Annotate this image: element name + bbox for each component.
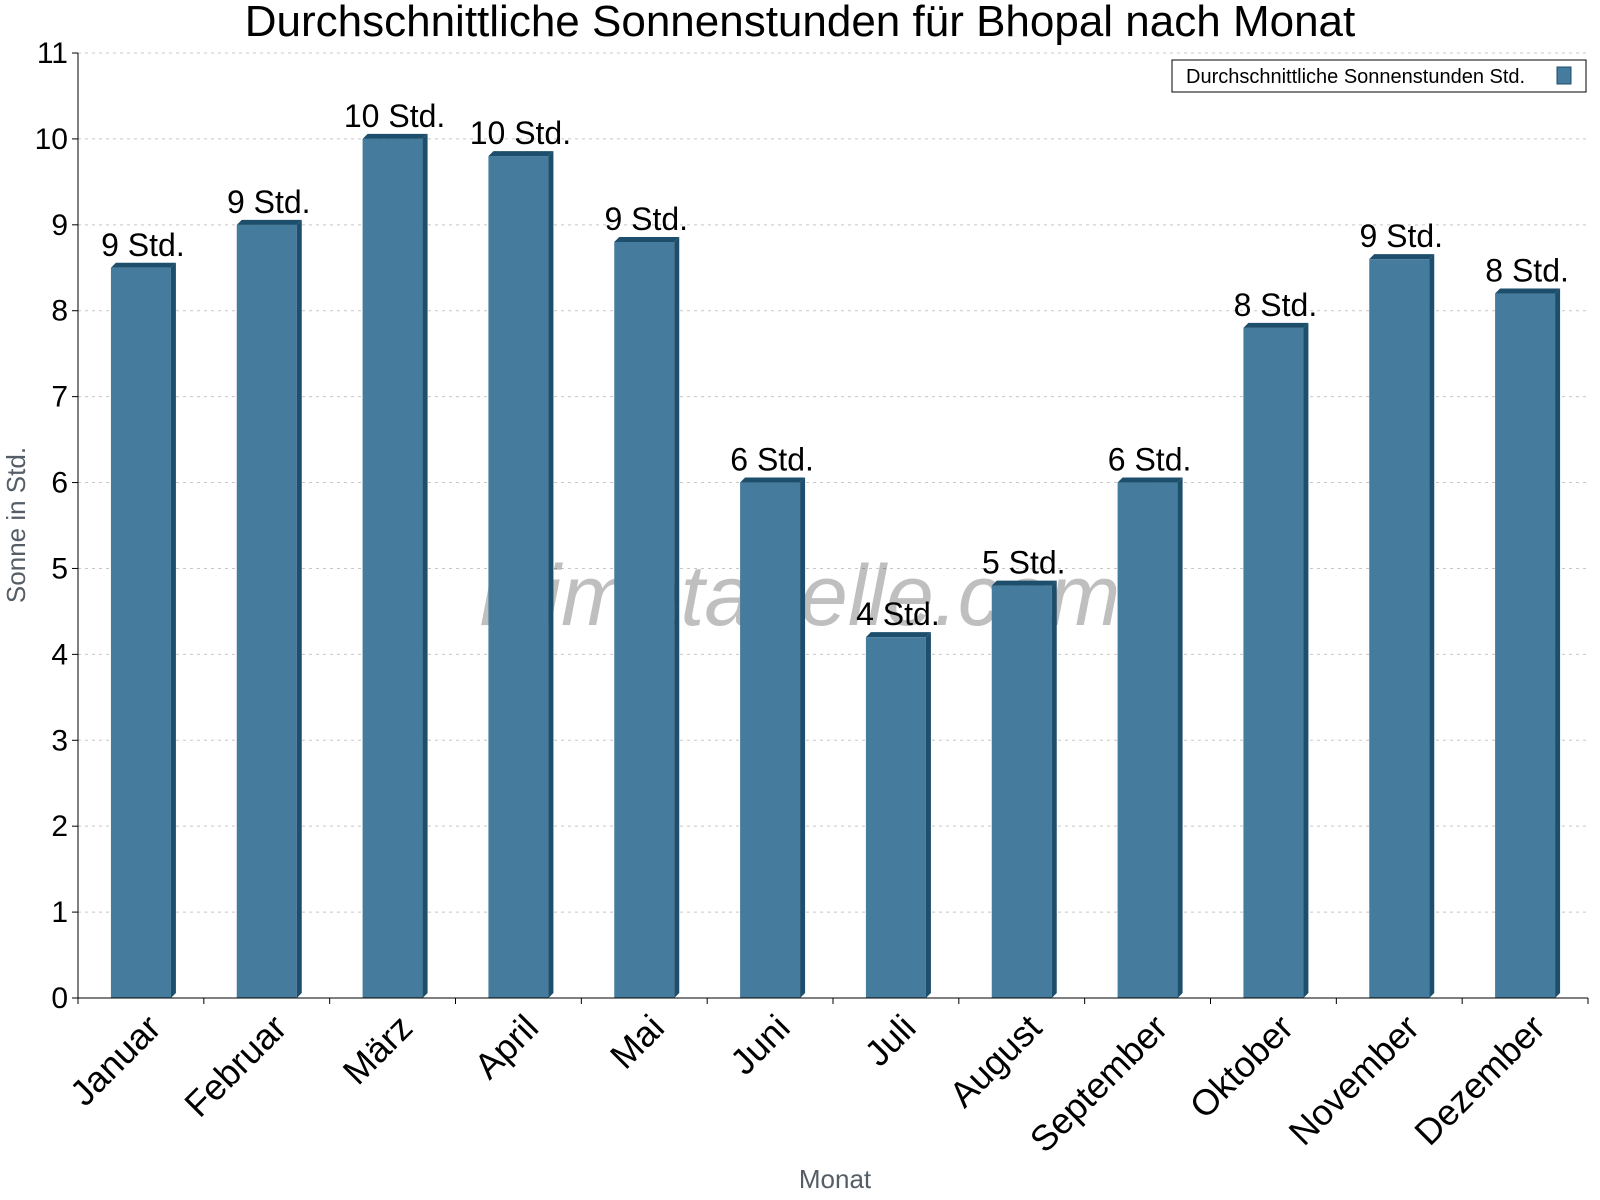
legend-swatch (1556, 66, 1572, 85)
bar-value-label: 6 Std. (1108, 442, 1192, 478)
y-axis-label: Sonne in Std. (1, 447, 31, 603)
axes (72, 52, 1589, 1004)
bar-face (1117, 482, 1178, 999)
y-tick-label: 2 (51, 810, 68, 843)
y-tick-label: 10 (35, 123, 68, 156)
bar (1495, 288, 1561, 999)
bar-value-label: 5 Std. (982, 545, 1066, 581)
bar (488, 151, 554, 998)
bar-face (488, 156, 549, 998)
bar-top (488, 151, 554, 157)
bar-value-label: 6 Std. (730, 442, 814, 478)
bar (110, 262, 176, 999)
bar-face (110, 267, 171, 999)
bar (1117, 477, 1183, 999)
bar-top (362, 133, 428, 139)
bar-top (110, 262, 176, 268)
bar-top (1369, 254, 1435, 260)
bar (1243, 322, 1309, 999)
bar (614, 237, 680, 998)
bar-side (800, 477, 806, 999)
legend-entry-label: Durchschnittliche Sonnenstunden Std. (1186, 66, 1525, 88)
bar-side (170, 262, 176, 999)
x-tick-label: Dezember (1406, 1007, 1552, 1153)
bar-face (991, 585, 1052, 998)
bar-value-label: 9 Std. (227, 184, 311, 220)
bar (740, 477, 806, 999)
x-tick-label: September (1022, 1007, 1176, 1161)
bar-side (1429, 254, 1435, 998)
bars (110, 133, 1561, 999)
y-tick-label: 8 (51, 295, 68, 328)
bar (1369, 254, 1435, 998)
bar-face (236, 224, 297, 998)
bar-side (422, 133, 428, 999)
x-tick-label: Januar (62, 1007, 169, 1114)
bar-side (1555, 288, 1561, 999)
bar (236, 219, 302, 998)
y-tick-label: 11 (37, 37, 68, 70)
x-tick-label: April (466, 1007, 546, 1087)
gridlines (78, 52, 1588, 913)
bar-face (1495, 293, 1556, 999)
bar (865, 632, 931, 998)
bar-side (674, 237, 680, 998)
bar-value-label: 8 Std. (1485, 253, 1569, 289)
y-tick-label: 1 (51, 896, 68, 929)
y-tick-label: 0 (51, 982, 68, 1015)
bar-side (925, 632, 931, 998)
bar (991, 580, 1057, 998)
legend: Durchschnittliche Sonnenstunden Std. (1171, 59, 1587, 93)
bar-face (740, 482, 801, 999)
bar-top (865, 632, 931, 638)
y-tick-label: 4 (51, 638, 68, 671)
bar-top (991, 580, 1057, 586)
bar-top (236, 219, 302, 225)
y-tick-label: 5 (51, 552, 68, 585)
bar-value-label: 9 Std. (1359, 218, 1443, 254)
bar-top (740, 477, 806, 483)
y-tick-labels: 0 1 2 3 4 5 6 7 8 9 10 11 (35, 37, 68, 1015)
bar-value-label: 4 Std. (856, 596, 940, 632)
bar-face (614, 242, 675, 998)
x-tick-labels: Januar Februar März April Mai Juni Juli AugustS… (62, 1007, 1553, 1161)
bar-face (1369, 259, 1430, 998)
y-tick-label: 7 (51, 381, 68, 414)
bar-face (1243, 327, 1304, 999)
x-tick-label: November (1280, 1007, 1426, 1153)
y-tick-label: 6 (51, 467, 68, 500)
bar-side (1177, 477, 1183, 999)
bar-value-label: 10 Std. (470, 115, 571, 151)
bar-face (362, 138, 423, 999)
bar-side (296, 219, 302, 998)
bar-value-label: 10 Std. (344, 98, 445, 134)
bar-top (1243, 322, 1309, 328)
x-tick-label: Oktober (1182, 1007, 1302, 1127)
bar-value-label: 9 Std. (604, 201, 688, 237)
x-tick-label: Juni (722, 1007, 798, 1083)
bar-side (1051, 580, 1057, 998)
chart-title: Durchschnittliche Sonnenstunden für Bhop… (245, 0, 1355, 46)
bar-top (614, 237, 680, 242)
x-tick-label: August (941, 1007, 1049, 1115)
y-tick-label: 9 (51, 209, 68, 242)
bar-value-label: 8 Std. (1234, 287, 1318, 323)
y-tick-label: 3 (51, 724, 68, 757)
bar-value-labels: 9 Std. 9 Std. 10 Std. 10 Std. 9 Std. 6 Std. 4 … (101, 98, 1569, 632)
bar-side (548, 151, 554, 998)
bar (362, 133, 428, 999)
legend-box (1171, 59, 1587, 93)
x-tick-label: Mai (602, 1007, 672, 1077)
x-tick-label: Februar (176, 1007, 294, 1125)
bar-top (1495, 288, 1561, 294)
x-tick-label: März (335, 1007, 421, 1093)
bar-value-label: 9 Std. (101, 227, 185, 263)
x-axis-label: Monat (799, 1164, 872, 1194)
bar-side (1303, 322, 1309, 999)
bar-top (1117, 477, 1183, 483)
x-tick-label: Juli (856, 1007, 923, 1074)
bar-face (865, 637, 926, 998)
